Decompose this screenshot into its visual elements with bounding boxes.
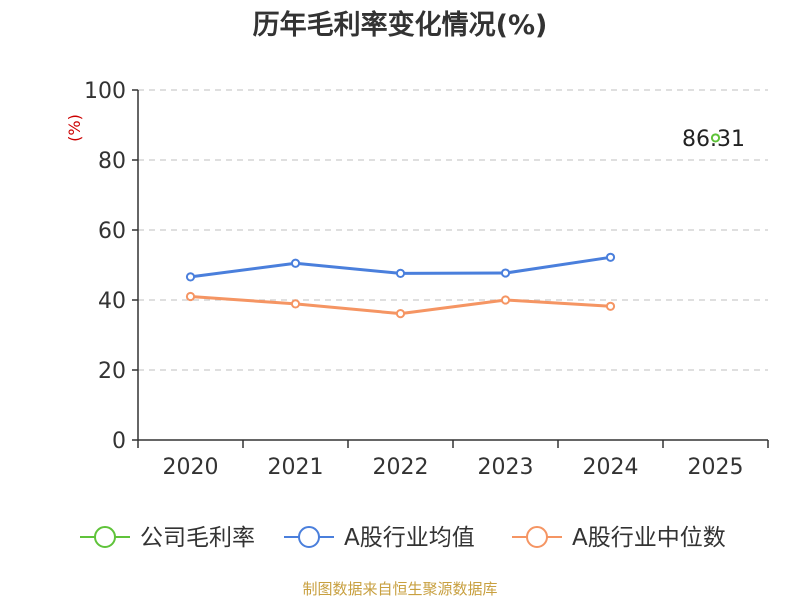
- x-tick-label: 2022: [373, 455, 429, 480]
- legend-label: A股行业中位数: [572, 525, 726, 551]
- data-label: 86.31: [682, 127, 745, 152]
- data-point: [605, 301, 616, 311]
- legend-label: A股行业均值: [344, 525, 475, 551]
- data-point: [395, 309, 406, 319]
- data-point: [500, 268, 511, 278]
- grid-lines: [138, 89, 768, 371]
- y-tick-label: 20: [98, 359, 126, 384]
- legend[interactable]: 公司毛利率 A股行业均值 A股行业中位数: [80, 525, 726, 551]
- legend-marker: [298, 526, 320, 548]
- y-tick-label: 80: [98, 149, 126, 174]
- legend-marker: [94, 526, 116, 548]
- data-point: [605, 252, 616, 262]
- legend-marker: [526, 526, 548, 548]
- x-tick-label: 2024: [583, 455, 639, 480]
- data-point: [185, 291, 196, 302]
- data-point: [710, 133, 721, 143]
- y-axis-unit-label: (%): [65, 114, 84, 142]
- series-0: 86.31: [682, 127, 745, 152]
- x-tick-label: 2025: [688, 455, 744, 480]
- series-1: [185, 252, 616, 282]
- data-point: [185, 272, 196, 282]
- series: 86.31: [185, 127, 745, 319]
- x-tick-label: 2021: [268, 455, 324, 480]
- x-tick-label: 2020: [163, 455, 219, 480]
- y-tick-label: 60: [98, 219, 126, 244]
- chart-title: 历年毛利率变化情况(%): [253, 9, 548, 41]
- source-note: 制图数据来自恒生聚源数据库: [302, 580, 497, 598]
- series-2: [185, 291, 616, 319]
- y-tick-label: 100: [84, 79, 126, 104]
- data-point: [500, 295, 511, 305]
- y-tick-label: 0: [112, 429, 126, 454]
- y-tick-label: 40: [98, 289, 126, 314]
- legend-label: 公司毛利率: [140, 525, 255, 551]
- data-point: [395, 268, 406, 278]
- data-point: [290, 299, 301, 309]
- legend-item-2[interactable]: A股行业中位数: [512, 525, 726, 551]
- legend-item-0[interactable]: 公司毛利率: [80, 525, 255, 551]
- data-point: [290, 258, 301, 268]
- x-tick-label: 2023: [478, 455, 534, 480]
- legend-item-1[interactable]: A股行业均值: [284, 525, 475, 551]
- axes: 0 20 40 60 80 100 2020 2021 2022 2023 2024 2025: [84, 79, 769, 480]
